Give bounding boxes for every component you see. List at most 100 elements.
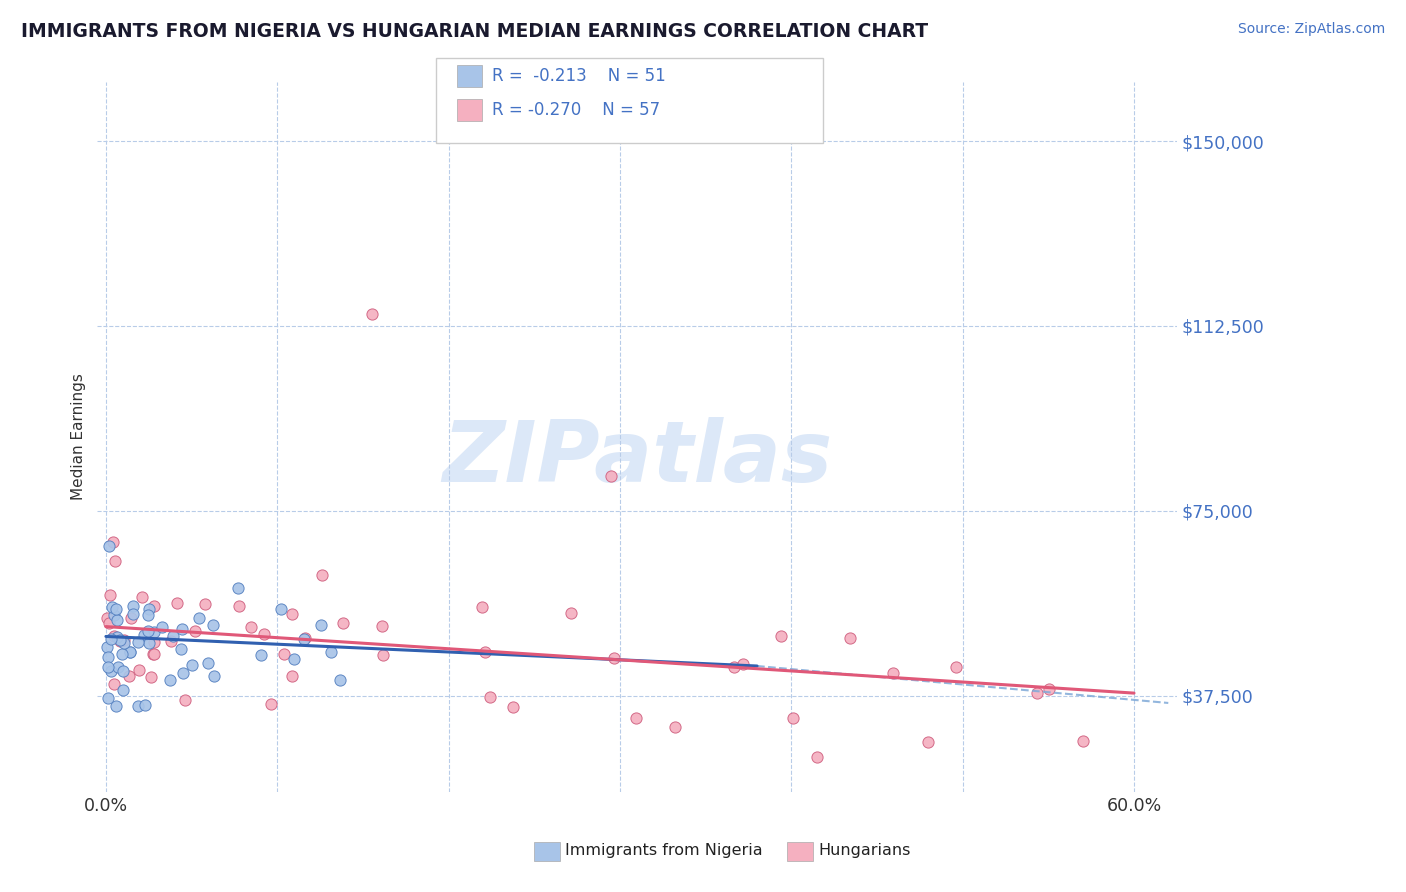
- Point: [132, 628, 155, 642]
- Point: [180, 657, 202, 672]
- Point: [166, 596, 188, 610]
- Point: [332, 615, 354, 630]
- Point: [101, 599, 124, 614]
- Point: [112, 633, 135, 648]
- Point: [150, 620, 173, 634]
- Point: [131, 590, 153, 604]
- Point: [97, 539, 120, 553]
- Point: [105, 613, 128, 627]
- Point: [111, 647, 134, 661]
- Point: [98, 615, 121, 630]
- Point: [839, 631, 862, 645]
- Point: [371, 648, 394, 662]
- Point: [173, 693, 195, 707]
- Point: [309, 618, 332, 632]
- Point: [321, 645, 343, 659]
- Point: [105, 602, 128, 616]
- Point: [108, 633, 131, 648]
- Point: [226, 582, 249, 596]
- Text: R = -0.270    N = 57: R = -0.270 N = 57: [492, 101, 661, 119]
- Point: [782, 711, 804, 725]
- Point: [142, 647, 165, 661]
- Point: [101, 534, 124, 549]
- Point: [100, 588, 122, 602]
- Text: R =  -0.213    N = 51: R = -0.213 N = 51: [492, 67, 666, 85]
- Point: [118, 669, 141, 683]
- Point: [502, 699, 524, 714]
- Point: [202, 669, 225, 683]
- Point: [104, 554, 127, 568]
- Point: [603, 651, 626, 665]
- Point: [100, 665, 122, 679]
- Point: [105, 698, 128, 713]
- Point: [170, 641, 193, 656]
- Point: [160, 633, 183, 648]
- Point: [273, 647, 295, 661]
- Point: [142, 647, 165, 661]
- Point: [188, 610, 211, 624]
- Point: [138, 601, 160, 615]
- Point: [250, 648, 273, 662]
- Point: [478, 690, 501, 704]
- Point: [560, 606, 582, 620]
- Point: [97, 660, 120, 674]
- Point: [120, 611, 142, 625]
- Point: [122, 607, 145, 622]
- Point: [664, 721, 686, 735]
- Point: [202, 618, 225, 632]
- Point: [1026, 686, 1049, 700]
- Point: [136, 624, 159, 639]
- Point: [127, 699, 149, 714]
- Point: [120, 645, 142, 659]
- Point: [474, 645, 496, 659]
- Point: [136, 607, 159, 622]
- Point: [624, 711, 647, 725]
- Point: [197, 656, 219, 670]
- Text: ZIPatlas: ZIPatlas: [441, 417, 832, 500]
- Point: [294, 631, 316, 645]
- Point: [143, 634, 166, 648]
- Point: [184, 624, 207, 639]
- Point: [769, 629, 792, 643]
- Point: [471, 599, 494, 614]
- Point: [283, 651, 305, 665]
- Point: [1071, 734, 1094, 748]
- Point: [143, 599, 166, 614]
- Point: [371, 619, 394, 633]
- Point: [311, 568, 333, 582]
- Point: [917, 735, 939, 749]
- Point: [103, 677, 125, 691]
- Point: [142, 625, 165, 640]
- Point: [723, 660, 745, 674]
- Point: [122, 599, 145, 613]
- Point: [105, 630, 128, 644]
- Point: [100, 632, 122, 646]
- Point: [228, 599, 250, 613]
- Y-axis label: Median Earnings: Median Earnings: [72, 374, 86, 500]
- Point: [96, 640, 118, 654]
- Point: [329, 673, 352, 687]
- Point: [108, 634, 131, 648]
- Point: [114, 636, 136, 650]
- Point: [97, 649, 120, 664]
- Point: [111, 682, 134, 697]
- Point: [1038, 682, 1060, 697]
- Point: [107, 660, 129, 674]
- Point: [103, 629, 125, 643]
- Point: [360, 307, 382, 321]
- Point: [270, 602, 292, 616]
- Point: [138, 636, 160, 650]
- Point: [194, 598, 217, 612]
- Point: [127, 634, 149, 648]
- Point: [118, 645, 141, 659]
- Point: [96, 610, 118, 624]
- Point: [292, 632, 315, 646]
- Point: [882, 666, 904, 681]
- Point: [253, 627, 276, 641]
- Point: [97, 690, 120, 705]
- Point: [128, 663, 150, 677]
- Text: Source: ZipAtlas.com: Source: ZipAtlas.com: [1237, 22, 1385, 37]
- Point: [240, 620, 263, 634]
- Point: [162, 629, 184, 643]
- Point: [806, 750, 828, 764]
